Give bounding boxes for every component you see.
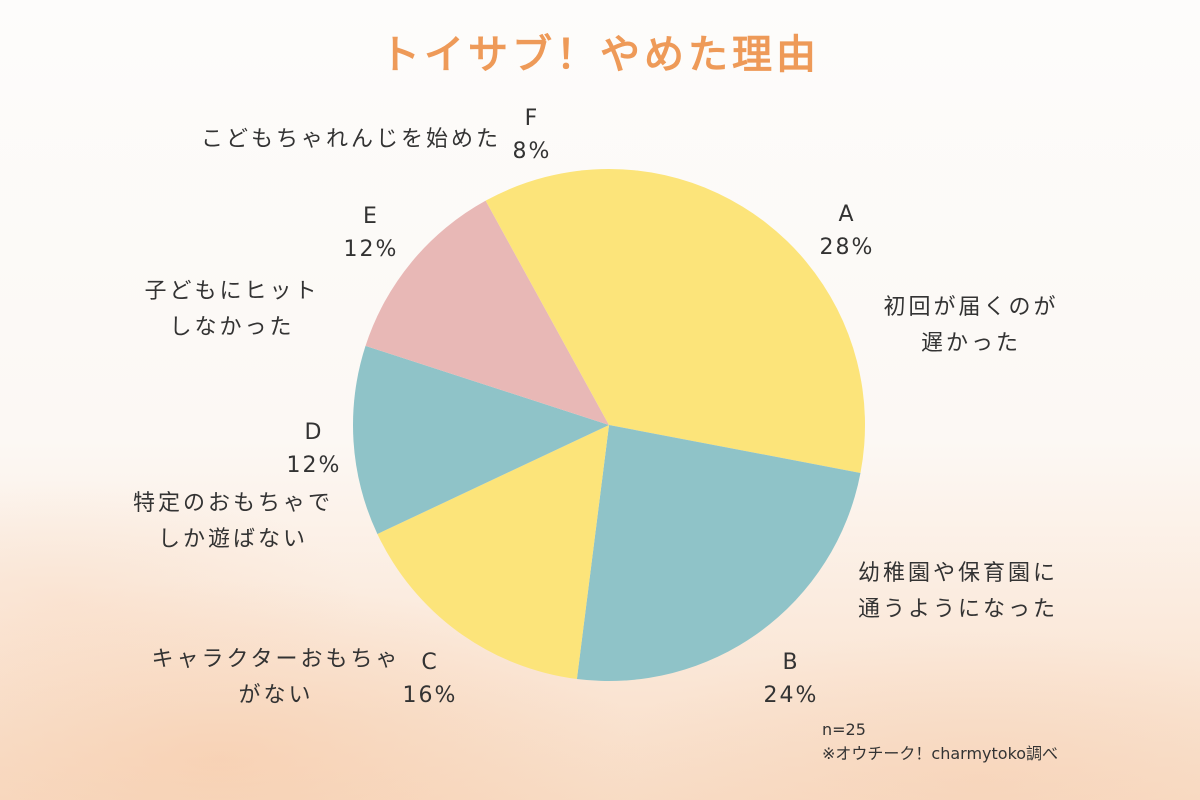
pie-slice-b (576, 425, 861, 681)
reason-d-line-2: しか遊ばない (157, 527, 308, 552)
pie-slice-a (609, 169, 866, 473)
pie-slices (352, 169, 866, 681)
slice-letter-c: C (421, 650, 439, 675)
reason-d-line-1: 特定のおもちゃで (132, 491, 333, 516)
slice-percent-b: 24% (763, 683, 819, 708)
reason-b-line-1: 幼稚園や保育園に (857, 561, 1058, 586)
slice-percent-a: 28% (819, 235, 875, 260)
pie-slice-f (485, 169, 609, 425)
reason-f: こどもちゃれんじを始めた (186, 122, 516, 158)
reason-a-line-2: 遅かった (920, 331, 1021, 356)
slice-letter-f: F (524, 106, 540, 131)
slice-letter-d: D (304, 420, 324, 445)
reason-a: 初回が届くのが 遅かった (866, 290, 1076, 362)
slice-label-a: A 28% (815, 198, 879, 264)
slice-letter-b: B (782, 650, 800, 675)
reason-b: 幼稚園や保育園に 通うようになった (838, 556, 1078, 628)
slice-label-e: E 12% (335, 200, 407, 266)
sample-size: n=25 (822, 720, 866, 739)
slice-percent-d: 12% (286, 453, 342, 478)
slice-label-c: C 16% (394, 646, 466, 712)
slice-letter-e: E (363, 204, 379, 229)
slice-label-d: D 12% (278, 416, 350, 482)
reason-d: 特定のおもちゃで しか遊ばない (118, 486, 348, 558)
pie-slice-d (352, 345, 609, 534)
pie-slice-e (365, 200, 609, 425)
slice-label-f: F 8% (500, 102, 564, 168)
slice-percent-c: 16% (402, 683, 458, 708)
slice-percent-e: 12% (343, 237, 399, 262)
pie-slice-c (377, 425, 609, 679)
reason-b-line-2: 通うようになった (857, 597, 1058, 622)
footnote: n=25 ※オウチーク！charmytoko調べ (822, 718, 1058, 766)
chart-title: トイサブ！やめた理由 (380, 32, 820, 78)
reason-e: 子どもにヒット しなかった (132, 274, 332, 346)
reason-e-line-2: しなかった (169, 315, 295, 340)
reason-e-line-1: 子どもにヒット (144, 279, 320, 304)
reason-c: キャラクターおもちゃ がない (136, 642, 416, 714)
reason-a-line-1: 初回が届くのが (883, 295, 1059, 320)
slice-percent-f: 8% (512, 139, 552, 164)
slice-letter-a: A (838, 202, 856, 227)
reason-c-line-1: キャラクターおもちゃ (151, 647, 401, 672)
slice-label-b: B 24% (755, 646, 827, 712)
reason-c-line-2: がない (238, 683, 314, 708)
reason-f-line-1: こどもちゃれんじを始めた (200, 127, 501, 152)
source-note: ※オウチーク！charmytoko調べ (822, 744, 1059, 763)
